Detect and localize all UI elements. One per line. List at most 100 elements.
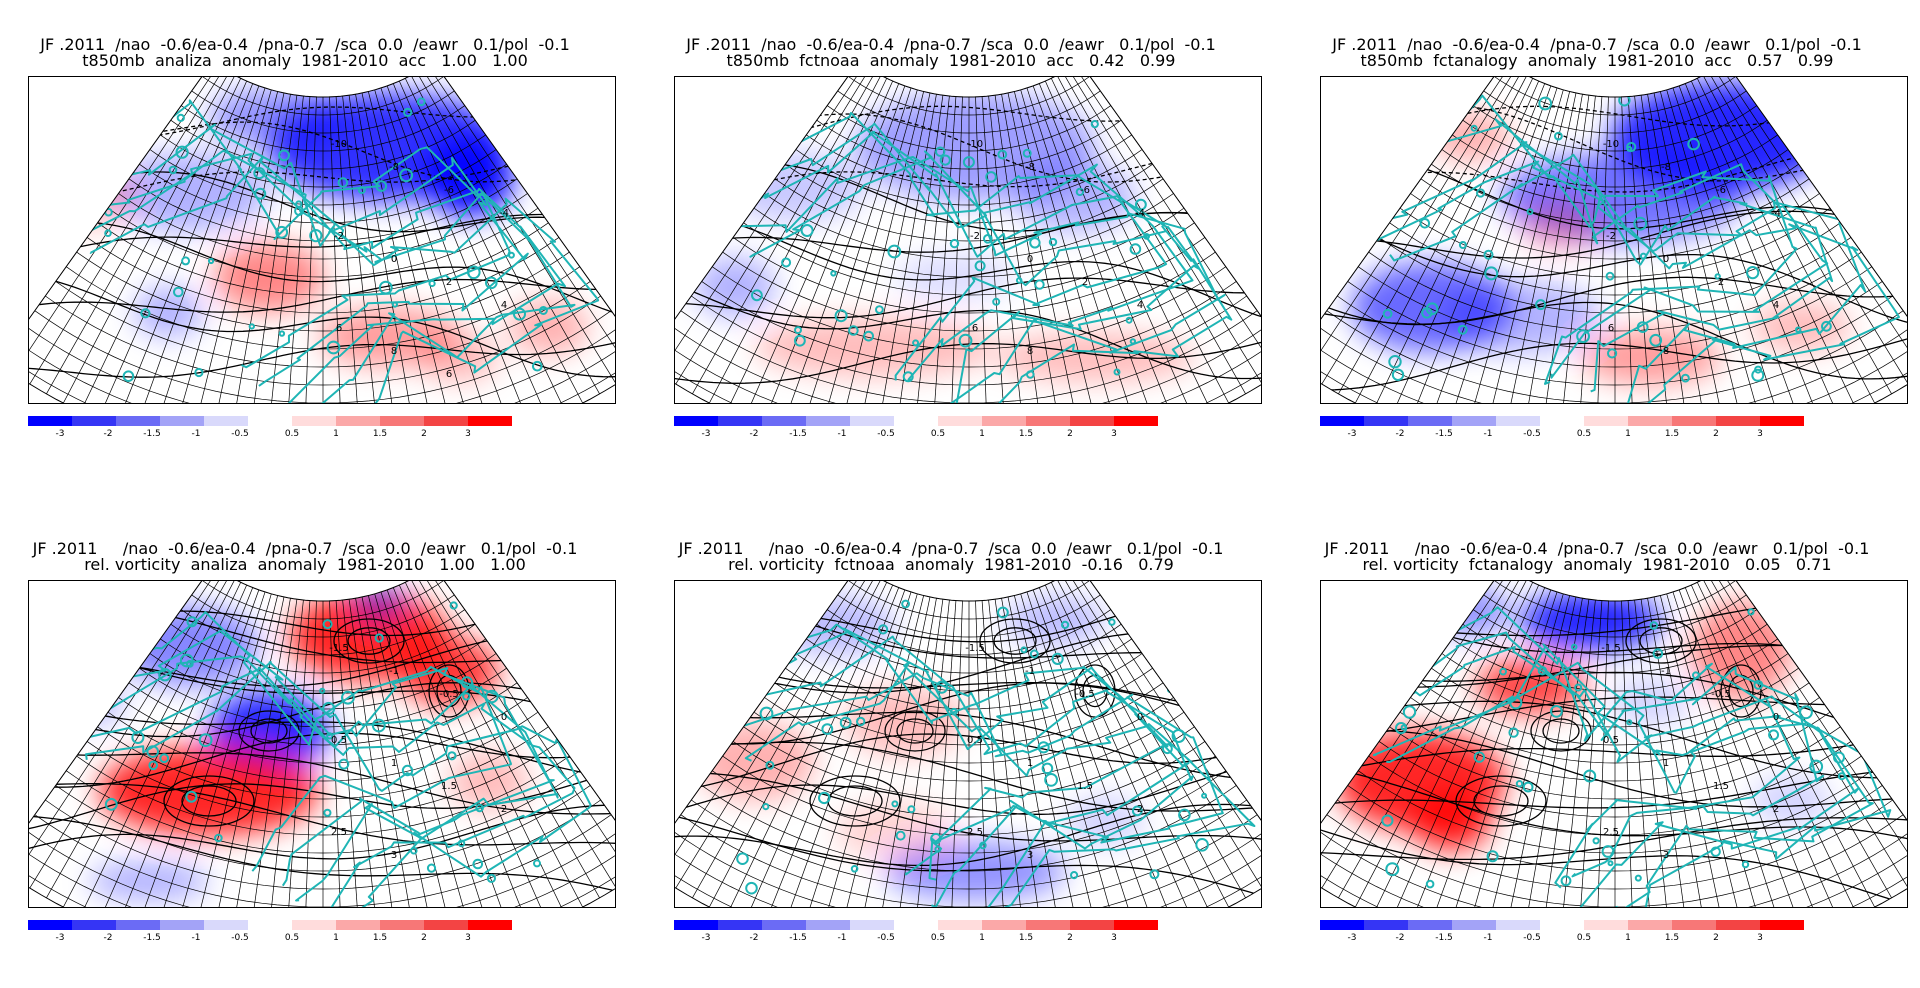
contour-label: 3 [1027,850,1033,861]
island [1178,808,1191,822]
island [992,297,1001,306]
contour-label: 2 [1137,804,1143,815]
parallel [55,785,591,872]
parallel [118,697,528,764]
colorbar-label: 0.5 [284,429,300,439]
contour-label: -4 [499,208,509,219]
island [148,760,158,771]
colorbar-swatch [982,920,1026,930]
colorbar-label: 2 [421,933,427,943]
colorbar-swatch [674,920,718,930]
anomaly-map: -1.5 -1 -0.5 0 0.5 1 1.5 2 2.5 3 [1321,581,1907,907]
colorbar-swatch [1496,416,1540,426]
meridian [361,92,439,403]
colorbar: -3 -2 -1.5 -1 -0.5 0.5 1 1.5 2 3 [674,920,1262,952]
island [175,145,189,159]
meridian [1627,600,1654,907]
parallel [170,119,476,170]
contour-loop [1720,664,1762,718]
island [428,279,436,288]
colorbar: -3 -2 -1.5 -1 -0.5 0.5 1 1.5 2 3 [28,416,616,448]
colorbar-swatch [1364,920,1408,930]
island [1821,320,1832,332]
colorbar-label: 3 [1111,429,1117,439]
colorbar-label: -1.5 [789,429,807,439]
island [1639,252,1647,260]
contour-label: -1.5 [1601,643,1621,654]
contour [1321,732,1907,776]
parallel [29,829,615,907]
island [962,156,975,169]
island [1753,680,1764,690]
island [104,229,112,237]
meridian [374,593,476,907]
island [485,276,498,290]
island [322,619,333,630]
meridian [797,591,912,907]
island [1508,727,1519,738]
contour-label: -8 [1661,162,1671,173]
contour-label: 2 [446,277,452,288]
parallel [191,90,455,134]
contour [29,278,615,313]
meridian [329,96,343,403]
parallel [1337,295,1893,386]
parallel [753,711,1185,782]
island [87,152,98,162]
colorbar-swatch [1070,416,1114,426]
island [159,753,170,764]
colorbar-swatch [1760,416,1804,426]
parallel [675,843,1261,907]
colorbar-swatch [1760,920,1804,930]
colorbar-label: 0.5 [1576,933,1592,943]
parallel [181,105,465,152]
colorbar-label: 3 [1757,429,1763,439]
colorbar-label: -2 [1395,933,1405,943]
parallel [806,134,1132,188]
island [821,723,834,736]
coastline [85,661,592,907]
meridian [410,581,584,907]
island [1483,249,1494,260]
colorbar-label: 2 [421,429,427,439]
colorbar-label: -1 [1483,429,1493,439]
contour-loop [163,775,255,827]
meridian [1708,581,1892,899]
colorbar-label: 1 [1625,933,1631,943]
parallel [29,339,615,403]
meridian [1321,581,1516,889]
meridian [1595,96,1609,403]
island [759,706,774,721]
island [1537,666,1548,676]
meridian [1032,589,1159,907]
meridian [1321,77,1511,374]
island [194,367,204,378]
parallel [816,119,1122,170]
island [294,206,305,216]
coastline [1338,118,1829,379]
parallel [1347,785,1883,872]
meridian [761,83,900,403]
contour-label: -6 [1716,185,1726,196]
parallel [86,237,560,314]
parallel [55,281,591,368]
colorbar-label: 1.5 [1018,933,1034,943]
parallel [66,770,580,854]
contour [1321,764,1907,842]
contour [1321,729,1907,808]
meridian [779,589,906,907]
island [875,305,884,315]
contour-loop [884,710,946,752]
parallel [86,741,560,818]
colorbar-swatch [762,920,806,930]
contour-labels: -1.5 -1 -0.5 0 0.5 1 1.5 2 2.5 3 [1601,643,1779,861]
colorbar-label: -0.5 [231,429,249,439]
colorbar-swatch [850,416,894,426]
meridian [1425,85,1552,403]
island [90,600,100,609]
map-sector-outline [675,77,1261,403]
meridian [1653,596,1731,907]
island [1692,671,1700,680]
contour-label: -2 [970,231,980,242]
